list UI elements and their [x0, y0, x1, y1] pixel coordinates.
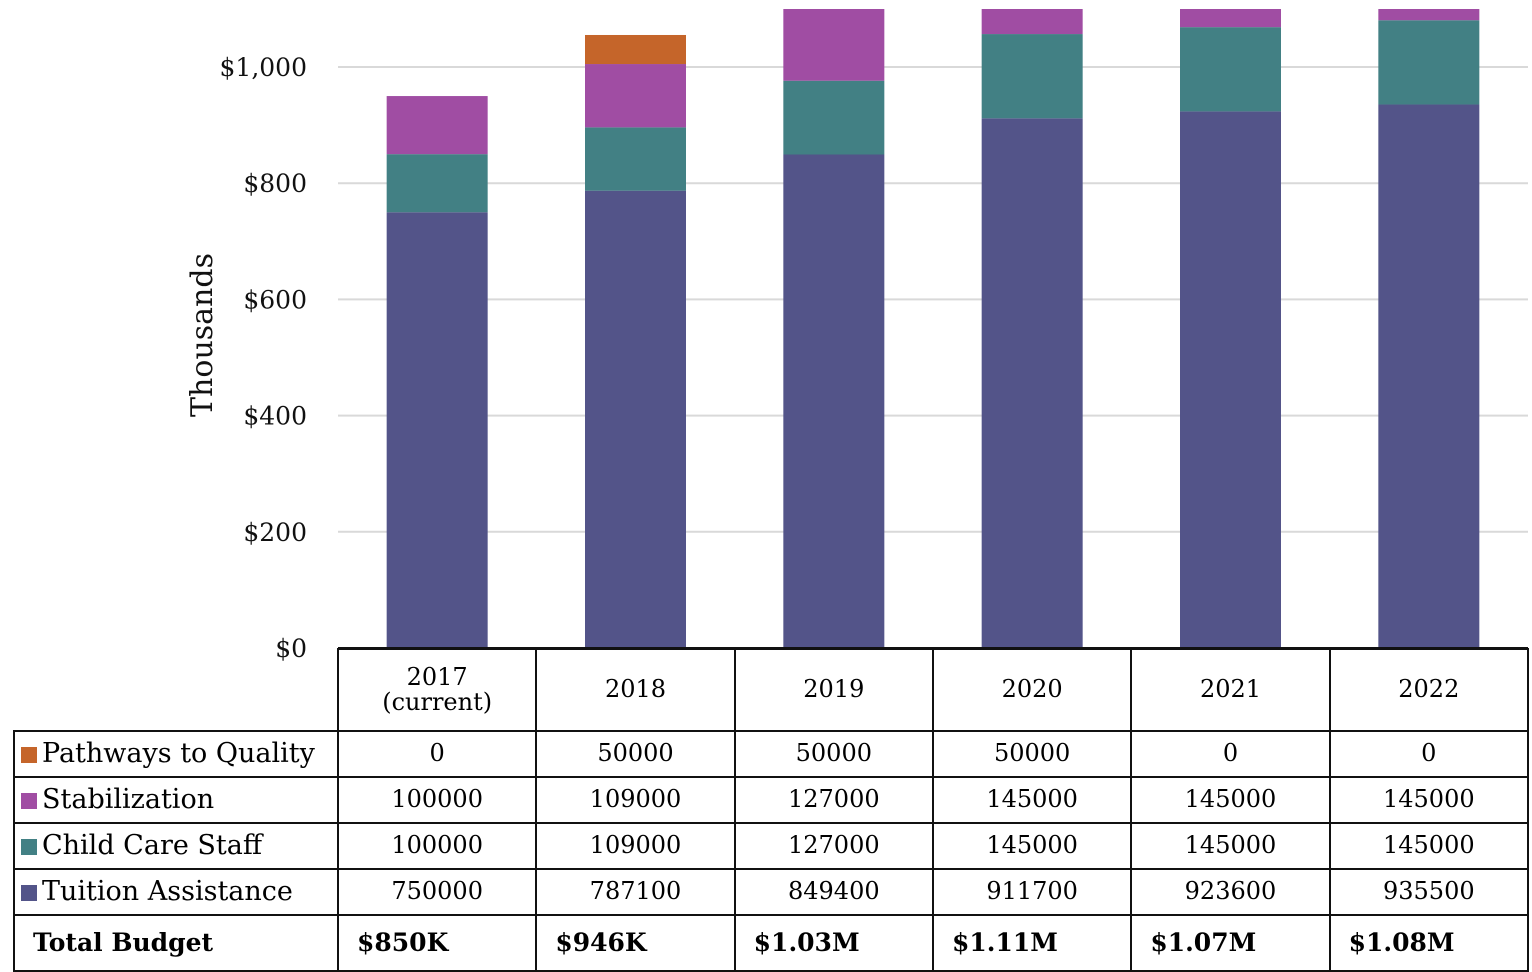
category-header: 2019: [733, 648, 934, 732]
legend-label: Child Care Staff: [42, 829, 263, 861]
category-header: 2018: [535, 648, 736, 732]
bar-tuition-assistance: [386, 212, 488, 648]
bar-child-care-staff: [1378, 20, 1480, 105]
legend-swatch: [21, 792, 37, 809]
category-label: 2020: [1001, 675, 1063, 704]
table-corner: [14, 649, 339, 732]
bar-stack-5: [1378, 9, 1480, 649]
bar-child-care-staff: [783, 80, 885, 155]
bar-stabilization: [783, 9, 885, 81]
y-tick-label: $200: [243, 518, 307, 547]
category-label: 2022: [1398, 675, 1460, 704]
bar-child-care-staff: [1180, 27, 1281, 112]
legend-swatch: [21, 838, 37, 855]
bar-tuition-assistance: [585, 190, 686, 649]
total-value: $1.03M: [733, 914, 934, 972]
y-axis-label: Thousands: [185, 253, 220, 417]
bar-stack-4: [1180, 9, 1281, 648]
bar-stack-1: [585, 34, 686, 649]
data-table: 2017 (current) 2018 2019 2020 2021 2022 Pathway…: [13, 648, 1529, 972]
table-cell: 787100: [535, 868, 736, 916]
table-cell: 145000: [931, 776, 1133, 824]
table-cell: 145000: [1328, 776, 1529, 824]
bar-child-care-staff: [981, 34, 1083, 119]
bar-pathways-to-quality: [585, 34, 686, 65]
table-cell: 145000: [1130, 822, 1331, 870]
table-cell: 109000: [535, 822, 736, 870]
category-label: 2019: [803, 675, 865, 704]
table-cell: 935500: [1328, 868, 1529, 916]
bar-stabilization: [1378, 9, 1480, 21]
bar-tuition-assistance: [1378, 104, 1480, 649]
legend-swatch: [21, 884, 37, 901]
table-row: Tuition Assistance 750000 787100 849400 9117…: [13, 868, 1529, 916]
table-cell: 100000: [336, 822, 538, 870]
legend-swatch: [21, 746, 37, 763]
total-value: $1.11M: [931, 914, 1133, 972]
category-label: 2017: [406, 662, 468, 691]
legend-entry: Stabilization: [13, 776, 339, 824]
bar-tuition-assistance: [981, 118, 1083, 648]
bar-stack-0: [386, 96, 488, 648]
bar-child-care-staff: [585, 127, 686, 191]
category-label: (current): [382, 688, 493, 716]
category-label: 2018: [604, 675, 667, 704]
table-cell: 109000: [535, 776, 736, 824]
gridlines: [338, 66, 1528, 533]
total-value: $1.08M: [1328, 914, 1529, 972]
table-cell: 0: [1328, 730, 1529, 778]
table-cell: 911700: [931, 868, 1133, 916]
table-cell: 849400: [733, 868, 934, 916]
table-cell: 145000: [1130, 776, 1331, 824]
bar-stabilization: [386, 96, 488, 155]
y-tick-label: $800: [243, 169, 307, 198]
y-axis-ticks: $0$200$400$600$800$1,000: [220, 53, 307, 663]
total-value: $946K: [535, 914, 736, 972]
table-row: Stabilization 100000 109000 127000 145000 145…: [13, 776, 1529, 824]
category-label: 2021: [1199, 675, 1262, 704]
total-value: $850K: [336, 914, 538, 972]
legend-entry: Tuition Assistance: [13, 868, 339, 916]
table-row: Pathways to Quality 0 50000 50000 50000 0 0: [13, 730, 1529, 778]
y-tick-label: $1,000: [220, 53, 307, 82]
y-tick-label: $400: [243, 402, 307, 431]
legend-entry: Pathways to Quality: [13, 730, 339, 778]
table-cell: 127000: [733, 822, 934, 870]
table-cell: 750000: [336, 868, 538, 916]
total-row: Total Budget $850K $946K $1.03M $1.11M $1.07M…: [13, 914, 1529, 972]
bar-stacks: [386, 9, 1480, 649]
bar-stack-3: [981, 9, 1083, 648]
bar-tuition-assistance: [783, 154, 885, 648]
table-cell: 100000: [336, 776, 538, 824]
table-cell: 50000: [535, 730, 736, 778]
table-cell: 145000: [1328, 822, 1529, 870]
bar-stabilization: [981, 9, 1083, 35]
bar-tuition-assistance: [1180, 111, 1281, 648]
table-cell: 145000: [931, 822, 1133, 870]
total-value: $1.07M: [1130, 914, 1331, 972]
legend-entry: Child Care Staff: [13, 822, 339, 870]
category-header: 2017 (current): [336, 648, 538, 732]
table-row: Child Care Staff 100000 109000 127000 145000…: [13, 822, 1529, 870]
table-cell: 127000: [733, 776, 934, 824]
category-header: 2022: [1328, 648, 1529, 732]
y-tick-label: $600: [243, 285, 307, 314]
legend-label: Pathways to Quality: [42, 737, 315, 769]
bar-stabilization: [1180, 9, 1281, 28]
table-cell: 50000: [931, 730, 1133, 778]
table-cell: 50000: [733, 730, 934, 778]
table-cell: 0: [336, 730, 538, 778]
category-header: 2021: [1130, 648, 1331, 732]
legend-label: Tuition Assistance: [42, 875, 293, 907]
table-cell: 923600: [1130, 868, 1331, 916]
bar-child-care-staff: [386, 154, 488, 213]
category-header: 2020: [931, 648, 1133, 732]
total-label: Total Budget: [13, 914, 339, 972]
legend-label: Stabilization: [42, 783, 215, 815]
bar-stack-2: [783, 9, 885, 648]
bar-stabilization: [585, 64, 686, 128]
table-cell: 0: [1130, 730, 1331, 778]
